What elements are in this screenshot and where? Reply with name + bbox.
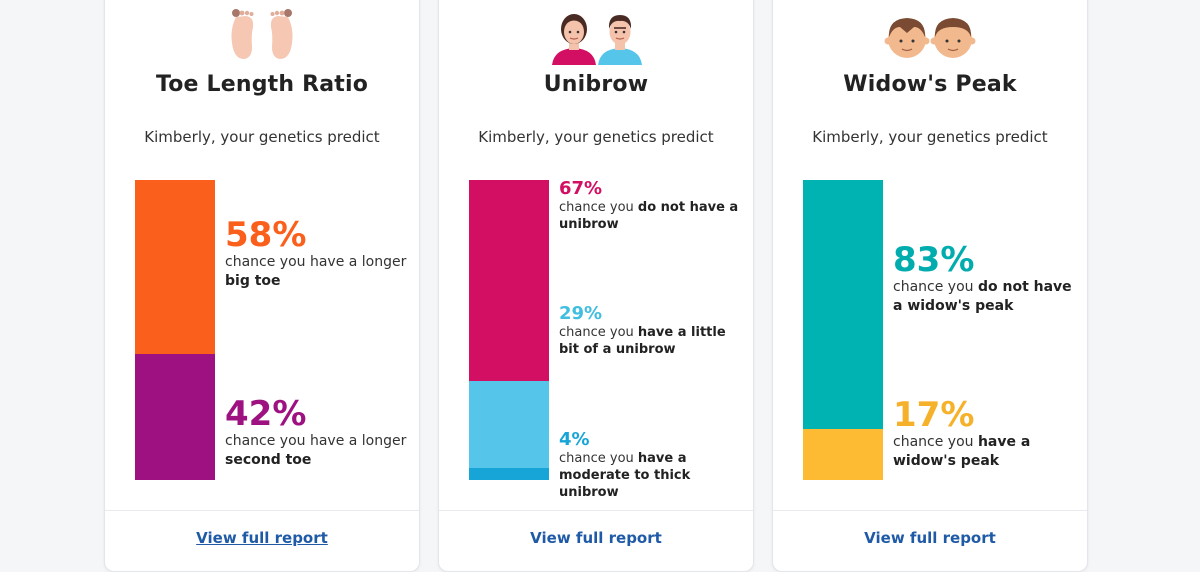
card-subtitle: Kimberly, your genetics predict [144,128,380,146]
card-divider [773,510,1087,511]
bar-segment-no-unibrow [469,180,549,381]
card-title: Widow's Peak [843,72,1017,97]
stat-description: chance you have a moderate to thick unib… [559,451,691,500]
stat-big-toe: 58% chance you have a longer big toe [225,217,415,291]
stat-percent: 67% [559,178,603,199]
probability-bar [469,180,549,480]
stat-description: chance you have a longer big toe [225,254,407,289]
stat-percent: 4% [559,429,590,450]
bar-segment-big-toe [135,180,215,354]
stat-description: chance you have a longer second toe [225,433,407,468]
bar-segment-second-toe [135,354,215,480]
widows-peak-card: Widow's Peak Kimberly, your genetics pre… [772,0,1088,572]
bar-segment-thick-unibrow [469,468,549,480]
stat-second-toe: 42% chance you have a longer second toe [225,396,415,470]
stat-description: chance you do not have a widow's peak [893,279,1072,314]
stat-no-widows-peak: 83% chance you do not have a widow's pea… [893,242,1083,316]
bar-segment-no-widows-peak [803,180,883,429]
stat-widows-peak: 17% chance you have a widow's peak [893,397,1083,471]
stat-thick-unibrow: 4% chance you have a moderate to thick u… [559,430,749,501]
card-title: Unibrow [543,72,649,97]
card-subtitle: Kimberly, your genetics predict [478,128,714,146]
card-divider [105,510,419,511]
unibrow-card: Unibrow Kimberly, your genetics predict … [438,0,754,572]
stat-description: chance you have a widow's peak [893,434,1031,469]
view-full-report-link[interactable]: View full report [864,529,996,547]
probability-bar [135,180,215,480]
faces-icon [773,5,1087,65]
probability-bar [803,180,883,480]
toe-length-card: Toe Length Ratio Kimberly, your genetics… [104,0,420,572]
stat-percent: 58% [225,215,307,255]
feet-icon [105,5,419,65]
bar-segment-little-unibrow [469,381,549,468]
stat-description: chance you have a little bit of a unibro… [559,325,726,357]
stat-description: chance you do not have a unibrow [559,200,739,232]
stat-percent: 29% [559,303,603,324]
stat-percent: 42% [225,394,307,434]
stat-percent: 83% [893,240,975,280]
stat-no-unibrow: 67% chance you do not have a unibrow [559,179,749,233]
stat-little-unibrow: 29% chance you have a little bit of a un… [559,304,749,358]
people-icon [439,5,753,65]
card-subtitle: Kimberly, your genetics predict [812,128,1048,146]
stat-percent: 17% [893,395,975,435]
view-full-report-link[interactable]: View full report [196,529,328,547]
card-divider [439,510,753,511]
bar-segment-widows-peak [803,429,883,480]
card-title: Toe Length Ratio [155,72,369,97]
view-full-report-link[interactable]: View full report [530,529,662,547]
